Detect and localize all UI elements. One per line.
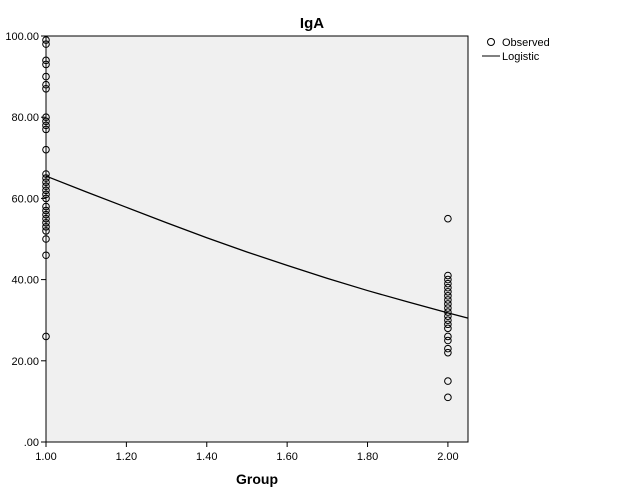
observed-point [444,283,452,292]
observed-point [42,170,50,178]
observed-point [444,271,452,280]
observed-point [42,113,50,121]
chart-title: IgA [300,15,324,32]
x-tick-label: 1.40 [196,451,217,463]
observed-point [444,316,452,325]
observed-point [444,344,452,353]
observed-point [444,324,452,333]
observed-point [444,336,452,345]
observed-point [42,214,50,223]
observed-point [42,202,50,211]
observed-point [42,206,50,215]
x-tick-label: 1.80 [357,451,378,463]
observed-point [42,80,50,89]
y-tick-label: 100.00 [5,31,39,43]
observed-point [42,178,50,186]
y-tick-label: 60.00 [11,193,39,205]
observed-point [42,251,50,260]
observed-point [42,56,50,65]
legend-observed-marker-icon [487,38,495,46]
observed-point [42,194,50,203]
observed-point [42,84,50,93]
x-axis: 1.00 1.20 1.40 1.60 1.80 2.00 [35,442,459,463]
observed-point [42,332,50,341]
y-axis: .00 20.00 40.00 60.00 80.00 100.00 [5,31,46,449]
observed-point [42,121,50,130]
logistic-curve [45,175,469,319]
observed-point [444,300,452,308]
observed-point [444,275,452,284]
series-layer [42,36,469,402]
observed-point [42,117,50,126]
observed-point [42,125,50,134]
observed-point [42,186,50,195]
y-tick-label: 40.00 [11,275,39,287]
observed-point [444,287,452,296]
observed-point [42,218,50,227]
y-tick-label: .00 [24,437,39,449]
observed-point [444,393,452,402]
observed-point [42,60,50,69]
x-tick-label: 1.00 [35,451,56,463]
observed-point [444,304,452,312]
x-axis-title: Group [236,471,278,487]
legend-item-logistic: Logistic [482,51,540,63]
observed-point [42,40,50,48]
observed-point [444,377,452,385]
observed-point [444,320,452,329]
legend-logistic-label: Logistic [502,51,540,63]
observed-point [42,210,50,219]
observed-point [42,190,50,199]
observed-point [42,223,50,231]
y-tick-label: 20.00 [11,356,39,368]
plot-area [45,35,469,443]
observed-point [444,348,452,357]
x-tick-label: 1.20 [116,451,137,463]
observed-point [42,174,50,182]
observed-point [444,292,452,300]
observed-point [42,182,50,191]
y-tick-label: 80.00 [11,112,39,124]
observed-point [42,235,50,243]
observed-point [42,36,50,44]
legend-observed-label: Observed [502,37,550,49]
x-tick-label: 2.00 [437,451,458,463]
observed-point [444,296,452,304]
observed-point [42,227,50,235]
legend: Observed Logistic [482,37,550,63]
observed-point [42,145,50,154]
observed-point [444,214,452,223]
observed-point [444,279,452,288]
observed-point [444,332,452,341]
legend-item-observed: Observed [487,37,550,49]
observed-point [42,72,50,81]
x-tick-label: 1.60 [276,451,297,463]
